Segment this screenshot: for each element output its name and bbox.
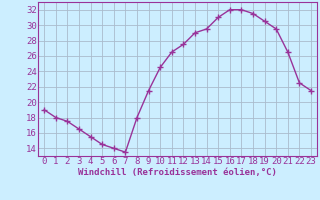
X-axis label: Windchill (Refroidissement éolien,°C): Windchill (Refroidissement éolien,°C) <box>78 168 277 177</box>
